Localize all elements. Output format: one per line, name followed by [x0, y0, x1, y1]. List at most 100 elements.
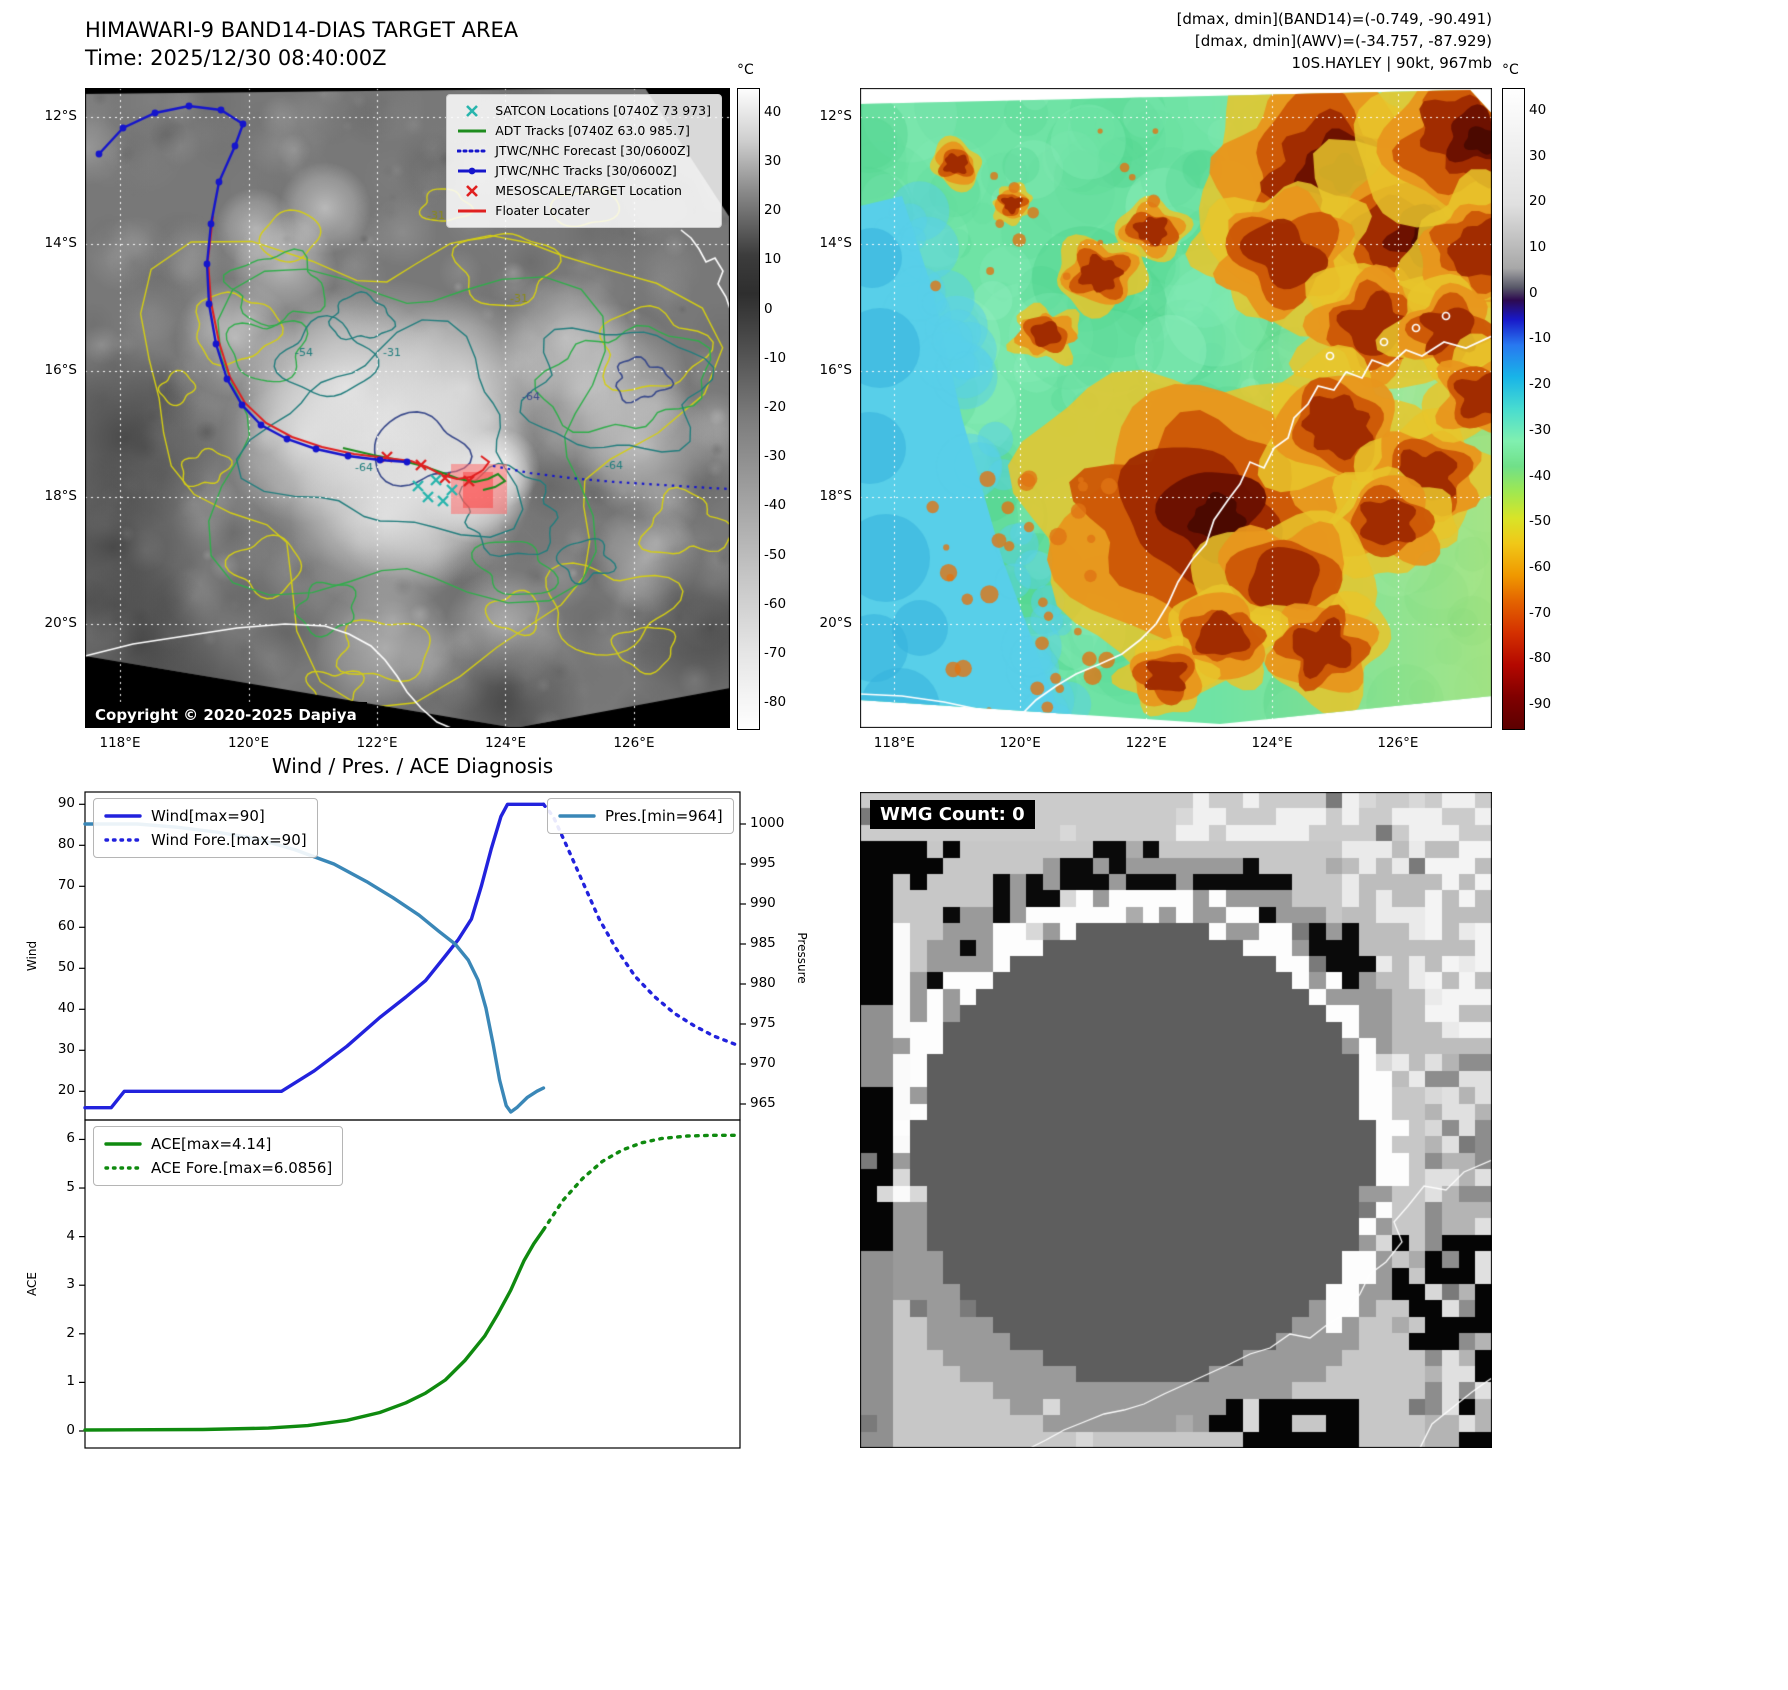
awv-header-band14-range: [dmax, dmin](BAND14)=(-0.749, -90.491) [1176, 10, 1492, 28]
awv-colorbar-tick-label: -90 [1529, 696, 1552, 713]
band14-title: HIMAWARI-9 BAND14-DIAS TARGET AREA [85, 18, 519, 42]
awv-x-tick-label: 122°E [1125, 735, 1167, 751]
band14-colorbar-tick-label: 20 [764, 202, 782, 219]
line-swatch-icon [458, 209, 487, 213]
legend-label: ACE Fore.[max=6.0856] [151, 1159, 333, 1177]
band14-colorbar-tick-label: 10 [764, 251, 782, 268]
band14-colorbar-unit: °C [737, 62, 754, 78]
legend-item: JTWC/NHC Forecast [30/0600Z] [457, 141, 711, 161]
awv-colorbar-unit: °C [1502, 62, 1519, 78]
ace-chart-left-tick-label: 0 [66, 1421, 75, 1438]
legend-item: MESOSCALE/TARGET Location [457, 181, 711, 201]
legend-item: ADT Tracks [0740Z 63.0 985.7] [457, 121, 711, 141]
awv-colorbar [1502, 88, 1525, 730]
awv-colorbar-tick-label: -60 [1529, 559, 1552, 575]
awv-colorbar-tick-label: 20 [1529, 193, 1547, 210]
wind-chart-left-tick-label: 30 [57, 1041, 75, 1058]
ace-chart-left-tick-label: 1 [66, 1373, 75, 1390]
wind-chart-series-1 [541, 802, 742, 1048]
wind-chart-left-tick-label: 20 [57, 1082, 75, 1099]
pres-legend-item: Pres.[min=964] [558, 804, 723, 828]
legend-label: Wind Fore.[max=90] [151, 831, 307, 849]
ace-chart-left-tick-label: 2 [66, 1324, 75, 1341]
band14-x-tick-label: 118°E [99, 735, 141, 751]
wind-chart-left-tick-label: 50 [57, 959, 75, 976]
band14-x-tick-label: 122°E [356, 735, 398, 751]
legend-label: Wind[max=90] [151, 807, 265, 825]
awv-colorbar-tick-label: -70 [1529, 604, 1552, 621]
ace-chart-series-1 [541, 1133, 742, 1232]
band14-colorbar-tick-label: 30 [764, 152, 782, 169]
band14-y-tick-label: 16°S [44, 361, 78, 378]
awv-colorbar-tick-label: 10 [1529, 239, 1547, 255]
wind-chart-right-tick-label: 995 [750, 855, 776, 871]
legend-label: MESOSCALE/TARGET Location [495, 183, 682, 198]
wind-legend: Wind[max=90] Wind Fore.[max=90] [93, 798, 318, 858]
line-swatch-icon [457, 149, 488, 153]
band14-colorbar-tick-label: -40 [764, 497, 787, 514]
awv-x-tick-label: 124°E [1251, 735, 1293, 751]
awv-colorbar-tick-label: -30 [1529, 421, 1552, 438]
awv-map-panel [860, 88, 1492, 728]
pres-legend: Pres.[min=964] [547, 798, 734, 834]
wmg-pixel-canvas [860, 792, 1492, 1448]
band14-y-tick-label: 20°S [44, 615, 78, 632]
awv-x-tick-label: 120°E [999, 735, 1041, 751]
awv-y-tick-label: 16°S [819, 361, 853, 378]
legend-label: JTWC/NHC Tracks [30/0600Z] [495, 163, 677, 178]
diagnosis-title: Wind / Pres. / ACE Diagnosis [271, 754, 554, 778]
line-swatch-icon [104, 838, 142, 842]
awv-colorbar-tick-label: 30 [1529, 147, 1547, 164]
wind-legend-item: Wind[max=90] [104, 804, 307, 828]
legend-label: SATCON Locations [0740Z 73 973] [495, 103, 711, 118]
wind-chart-right-tick-label: 970 [750, 1055, 776, 1071]
wind-chart-right-tick-label: 965 [750, 1095, 776, 1111]
awv-y-tick-label: 12°S [819, 107, 853, 124]
band14-colorbar [737, 88, 760, 730]
awv-colorbar-tick-label: -50 [1529, 513, 1552, 530]
awv-colorbar-tick-label: 0 [1529, 284, 1538, 301]
wmg-count-label: WMG Count: 0 [870, 800, 1035, 829]
legend-item: SATCON Locations [0740Z 73 973] [457, 101, 711, 121]
awv-colorbar-tick-label: -40 [1529, 467, 1552, 484]
awv-header: [dmax, dmin](BAND14)=(-0.749, -90.491) [… [1000, 8, 1492, 74]
band14-colorbar-tick-label: 40 [764, 103, 782, 120]
wind-chart-right-tick-label: 985 [750, 935, 776, 951]
legend-label: Pres.[min=964] [605, 807, 723, 825]
line-swatch-icon [104, 1166, 142, 1170]
ace-chart-left-tick-label: 3 [66, 1276, 75, 1293]
ace-legend-item: ACE[max=4.14] [104, 1132, 332, 1156]
awv-y-tick-label: 20°S [819, 615, 853, 632]
legend-label: ADT Tracks [0740Z 63.0 985.7] [495, 123, 690, 138]
band14-colorbar-tick-label: -80 [764, 694, 787, 711]
wind-chart-left-tick-label: 70 [57, 877, 75, 894]
band14-y-tick-label: 18°S [44, 488, 78, 505]
band14-colorbar-tick-label: -20 [764, 399, 787, 415]
band14-colorbar-tick-label: -30 [764, 448, 787, 465]
x-marker-icon [466, 105, 479, 117]
legend-label: JTWC/NHC Forecast [30/0600Z] [495, 143, 691, 158]
band14-time-subtitle: Time: 2025/12/30 08:40:00Z [85, 46, 387, 70]
line-swatch-icon [458, 129, 487, 133]
awv-header-awv-range: [dmax, dmin](AWV)=(-34.757, -87.929) [1194, 32, 1492, 50]
ace-chart-left-tick-label: 4 [66, 1227, 75, 1244]
storm-id-intensity: 10S.HAYLEY | 90kt, 967mb [1291, 54, 1492, 72]
awv-x-tick-label: 118°E [873, 735, 915, 751]
ace-chart-left-tick-label: 5 [66, 1179, 75, 1196]
line-swatch-icon [104, 814, 142, 818]
wind-chart-left-tick-label: 80 [57, 836, 75, 853]
band14-x-tick-label: 124°E [484, 735, 526, 751]
wmg-panel: WMG Count: 0 [860, 792, 1492, 1448]
wind-chart-series-2 [83, 822, 546, 1114]
legend-item: JTWC/NHC Tracks [30/0600Z] [457, 161, 711, 181]
pressure-axis-label: Pressure [795, 932, 809, 984]
band14-x-tick-label: 126°E [613, 735, 655, 751]
band14-x-tick-label: 120°E [227, 735, 270, 751]
band14-y-tick-label: 14°S [44, 234, 78, 251]
ace-legend: ACE[max=4.14] ACE Fore.[max=6.0856] [93, 1126, 344, 1186]
wind-legend-item: Wind Fore.[max=90] [104, 828, 307, 852]
awv-satellite-canvas [860, 88, 1492, 728]
copyright-label: Copyright © 2020-2025 Dapiya [85, 702, 367, 728]
band14-colorbar-tick-label: 0 [764, 300, 773, 317]
